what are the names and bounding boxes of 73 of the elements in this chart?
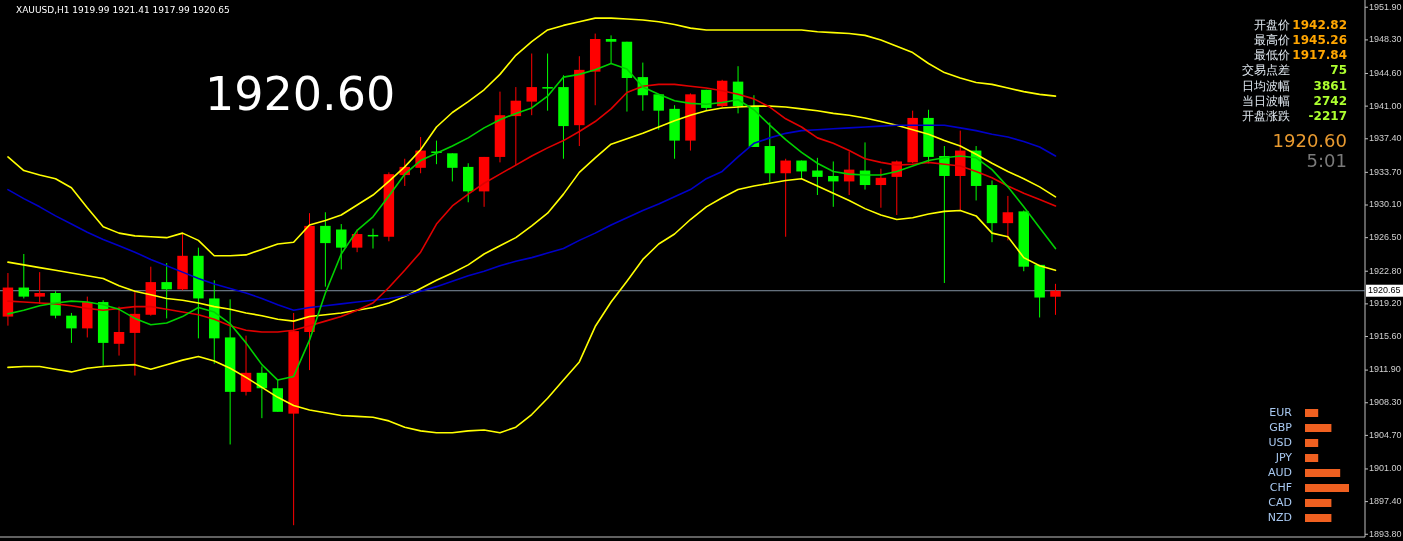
annotation: -2217	[1308, 109, 1347, 124]
y-tick-label: 1933.70	[1369, 166, 1402, 177]
annotation: 1942.82	[1292, 17, 1347, 32]
bar	[1305, 439, 1319, 447]
y-tick-label: JPY	[1274, 451, 1293, 464]
annotation: 日均波幅	[1242, 78, 1290, 93]
y-tick-label: USD	[1268, 436, 1292, 449]
y-tick-label: 1951.90	[1369, 1, 1402, 12]
candlestick	[113, 306, 125, 357]
text: XAUUSD,H1 1919.99 1921.41 1917.99 1920.65	[16, 4, 230, 15]
bar	[1305, 469, 1341, 477]
y-tick-label: 1930.10	[1369, 199, 1402, 210]
candlestick	[351, 228, 363, 253]
candlestick	[605, 34, 617, 64]
y-tick-label: 1908.30	[1369, 397, 1402, 408]
bar	[1305, 409, 1319, 417]
annotation: 3861	[1313, 78, 1347, 93]
candlestick	[161, 262, 172, 319]
y-tick-label: 1941.00	[1369, 100, 1402, 111]
y-tick-label: CHF	[1269, 481, 1292, 494]
candlestick	[780, 158, 791, 238]
y-tick-label: 1922.80	[1369, 265, 1402, 276]
y-tick-label: 1919.20	[1369, 298, 1402, 309]
annotation: 最低价	[1254, 48, 1290, 63]
annotation: 1917.84	[1292, 48, 1347, 63]
candlestick	[828, 160, 839, 208]
y-tick-label: 1897.40	[1369, 496, 1402, 506]
y-tick-label: 1904.70	[1369, 429, 1402, 440]
bar	[1305, 514, 1332, 522]
candlestick	[875, 168, 887, 209]
candlestick	[1050, 283, 1061, 316]
candlestick	[34, 271, 45, 305]
y-tick-label: EUR	[1269, 406, 1293, 419]
annotation: 1945.26	[1292, 32, 1347, 47]
candlestick	[812, 157, 823, 196]
y-tick-label: 1944.60	[1369, 67, 1402, 78]
candlestick	[66, 312, 77, 344]
y-tick-label: 1926.50	[1369, 232, 1402, 243]
annotation: 开盘价	[1254, 17, 1290, 32]
y-tick-label: 1901.00	[1369, 463, 1402, 474]
y-tick-label: 1915.60	[1369, 330, 1402, 341]
y-tick-label: CAD	[1268, 496, 1292, 509]
annotation: 5:01	[1306, 150, 1347, 171]
y-tick-label: 1948.30	[1369, 34, 1402, 45]
bar	[1305, 484, 1349, 492]
annotation: 75	[1330, 63, 1347, 78]
bar	[1305, 424, 1332, 432]
bar	[1305, 454, 1319, 462]
candlestick	[542, 53, 553, 112]
y-tick-label: GBP	[1269, 421, 1293, 434]
annotation: 交易点差	[1242, 63, 1290, 78]
annotation: 1920.60	[205, 67, 396, 121]
ref-line-label: 1920.65	[1368, 285, 1401, 296]
candlestick	[653, 93, 664, 131]
line-series	[7, 17, 1057, 257]
y-tick-label: AUD	[1267, 466, 1292, 479]
bar	[1305, 499, 1332, 507]
y-tick-label: 1911.90	[1369, 364, 1401, 375]
annotation: 1920.60	[1272, 130, 1347, 151]
candlestick	[320, 211, 331, 288]
candlestick	[336, 223, 347, 270]
line-series	[7, 177, 1057, 434]
annotation: 当日波幅	[1242, 94, 1290, 108]
annotation: 开盘涨跌	[1242, 109, 1290, 124]
annotation: 2742	[1313, 94, 1347, 108]
y-tick-label: 1893.80	[1369, 528, 1402, 539]
annotation: 最高价	[1254, 32, 1290, 47]
candlestick	[18, 253, 30, 299]
y-tick-label: 1937.40	[1369, 133, 1402, 144]
candlestick	[526, 53, 537, 116]
candlestick	[1002, 195, 1014, 241]
candlestick	[447, 152, 458, 182]
y-tick-label: NZD	[1267, 511, 1292, 524]
